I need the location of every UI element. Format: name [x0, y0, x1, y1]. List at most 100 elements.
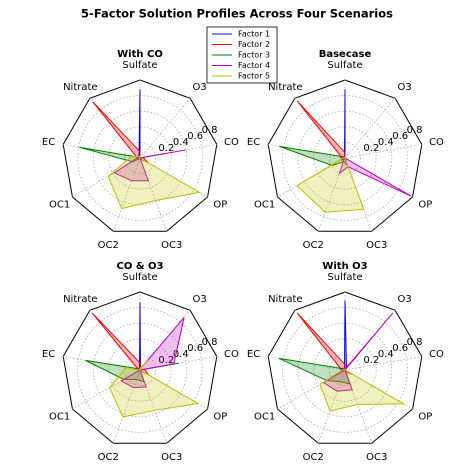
r-tick-label: 0.6: [392, 343, 408, 354]
category-label: Nitrate: [63, 294, 98, 305]
category-label: O3: [398, 82, 412, 93]
category-label: Nitrate: [268, 82, 303, 93]
category-label: Nitrate: [63, 82, 98, 93]
grid-circle: [108, 338, 172, 402]
grid-circle: [92, 322, 188, 418]
category-label: Sulfate: [122, 272, 157, 283]
radar-chart: 0.20.40.60.8 Sulfate Nitrate EC OC1 OC2 OC3 OP C…: [42, 49, 239, 251]
legend-label: Factor 3: [238, 51, 270, 60]
category-label: OC2: [98, 240, 119, 251]
chart-title: With O3: [322, 261, 367, 272]
spoke: [344, 97, 396, 159]
spoke: [294, 309, 346, 371]
legend-label: Factor 1: [238, 30, 270, 39]
grid-circle: [77, 307, 203, 433]
spoke: [112, 157, 141, 232]
radar-chart: 0.20.40.60.8 Sulfate Nitrate EC OC1 OC2 OC3 OP C…: [247, 49, 444, 251]
r-tick-label: 0.8: [407, 125, 423, 136]
series-polygon: [296, 156, 365, 213]
legend-box: [206, 26, 278, 84]
category-label: EC: [247, 349, 260, 360]
spoke: [344, 369, 373, 444]
legend-label: Factor 2: [238, 40, 270, 49]
category-label: EC: [42, 349, 55, 360]
category-label: OP: [418, 199, 432, 210]
r-tick-label: 0.6: [187, 131, 203, 142]
category-label: EC: [247, 137, 260, 148]
category-label: O3: [193, 294, 207, 305]
grid-circle: [108, 126, 172, 190]
grid-circle: [92, 110, 188, 206]
series-polygon: [319, 368, 406, 412]
spoke: [112, 369, 141, 444]
chart-title: CO & O3: [117, 261, 164, 272]
figure-title: 5-Factor Solution Profiles Across Four S…: [81, 7, 393, 21]
category-label: CO: [429, 349, 444, 360]
category-label: O3: [398, 294, 412, 305]
r-tick-label: 0.6: [187, 343, 203, 354]
spoke: [139, 157, 168, 232]
category-label: OC1: [254, 199, 275, 210]
grid-circle: [297, 322, 393, 418]
category-label: Nitrate: [268, 294, 303, 305]
r-tick-label: 0.4: [378, 137, 394, 148]
category-label: Sulfate: [122, 60, 157, 71]
category-label: OC2: [303, 452, 324, 463]
spoke: [317, 157, 346, 232]
legend-label: Factor 5: [238, 72, 270, 81]
series-polygon: [120, 317, 185, 389]
r-tick-label: 0.4: [378, 349, 394, 360]
category-label: Sulfate: [327, 60, 362, 71]
grid-circle: [124, 141, 157, 174]
r-tick-label: 0.4: [173, 137, 189, 148]
spoke: [294, 97, 346, 159]
category-label: CO: [224, 137, 239, 148]
series-polygon: [338, 156, 412, 197]
r-tick-label: 0.8: [202, 125, 218, 136]
r-tick-label: 0.8: [202, 337, 218, 348]
spoke: [89, 97, 141, 159]
category-label: O3: [193, 82, 207, 93]
series-polygon: [322, 312, 394, 392]
spoke: [72, 369, 141, 410]
spoke: [344, 356, 422, 371]
r-tick-label: 0.2: [363, 355, 379, 366]
spoke: [72, 157, 141, 198]
category-label: OC3: [161, 452, 182, 463]
grid-circle: [282, 95, 408, 221]
spoke: [139, 369, 168, 444]
series-polygon: [107, 155, 201, 210]
r-tick-label: 0.8: [407, 337, 423, 348]
r-tick-label: 0.6: [392, 131, 408, 142]
grid-circle: [297, 110, 393, 206]
r-tick-label: 0.2: [363, 143, 379, 154]
r-tick-label: 0.2: [158, 355, 174, 366]
category-label: OC2: [98, 452, 119, 463]
frame: [62, 291, 218, 444]
r-tick-label: 0.2: [158, 143, 174, 154]
spoke: [139, 97, 191, 159]
category-label: OC1: [49, 411, 70, 422]
spoke: [277, 369, 346, 410]
category-label: OP: [213, 199, 227, 210]
frame: [267, 291, 423, 444]
grid-circle: [124, 353, 157, 386]
category-label: CO: [429, 137, 444, 148]
category-label: Sulfate: [327, 272, 362, 283]
frame: [267, 79, 423, 232]
category-label: OC2: [303, 240, 324, 251]
category-label: OC1: [254, 411, 275, 422]
grid-circle: [77, 95, 203, 221]
grid-circle: [328, 353, 361, 386]
radar-chart: 0.20.40.60.8 Sulfate Nitrate EC OC1 OC2 OC3 OP C…: [247, 261, 444, 463]
category-label: OC3: [161, 240, 182, 251]
grid-circle: [328, 141, 361, 174]
grid-circle: [313, 338, 377, 402]
frame: [62, 79, 218, 232]
chart-title: Basecase: [319, 49, 372, 60]
grid-circle: [282, 307, 408, 433]
legend-label: Factor 4: [238, 61, 270, 70]
category-label: OP: [418, 411, 432, 422]
category-label: OC3: [366, 452, 387, 463]
